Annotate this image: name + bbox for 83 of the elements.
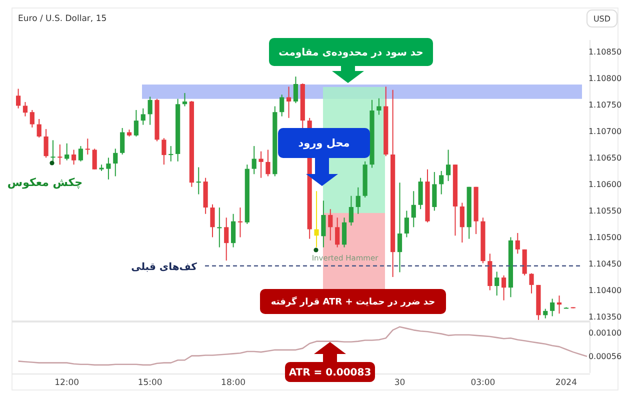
candlestick bbox=[85, 138, 90, 156]
candlestick bbox=[529, 272, 534, 294]
candlestick bbox=[404, 210, 409, 238]
y-tick-label: 1.10800 bbox=[588, 74, 622, 83]
candlestick bbox=[280, 94, 284, 117]
candlestick bbox=[515, 232, 520, 254]
line-series bbox=[18, 326, 588, 366]
candlestick bbox=[314, 190, 319, 248]
candlestick bbox=[432, 172, 437, 212]
annotation: چکش معکوس bbox=[7, 176, 83, 189]
y-tick-label: 1.10600 bbox=[588, 180, 622, 190]
x-tick-label: 15:00 bbox=[138, 378, 162, 388]
candlestick bbox=[106, 157, 111, 180]
candlestick bbox=[348, 195, 354, 226]
candlestick bbox=[71, 149, 76, 166]
candlestick bbox=[238, 207, 243, 238]
candlestick bbox=[266, 149, 270, 177]
y-tick-label: 1.10500 bbox=[588, 233, 622, 242]
ref-line-label: کف‌های قبلی bbox=[131, 262, 198, 273]
y-tick-label: 1.10350 bbox=[588, 312, 622, 322]
x-tick-label: 30 bbox=[394, 378, 406, 388]
candlestick bbox=[321, 200, 326, 248]
candlestick bbox=[30, 109, 34, 128]
candlestick bbox=[335, 217, 340, 248]
x-tick-label: 12:00 bbox=[54, 378, 80, 388]
annotation: حد سود در محدوده‌ی مقاومت bbox=[278, 48, 424, 58]
candlestick bbox=[196, 166, 201, 195]
candlestick bbox=[36, 118, 42, 138]
x-tick-label: 03:00 bbox=[470, 378, 496, 388]
y-tick-label: 0.00100 bbox=[588, 328, 622, 338]
y-tick-label: 1.10450 bbox=[588, 260, 622, 269]
candlestick bbox=[22, 102, 28, 117]
candlestick bbox=[16, 88, 21, 109]
candlestick bbox=[58, 144, 62, 166]
candlestick bbox=[356, 186, 360, 214]
candlestick bbox=[439, 170, 444, 195]
candlestick bbox=[230, 213, 236, 248]
candlestick bbox=[418, 177, 423, 210]
candlestick bbox=[64, 142, 70, 161]
candlestick bbox=[460, 202, 464, 244]
candlestick bbox=[556, 295, 562, 314]
candlestick bbox=[328, 208, 333, 241]
candlestick bbox=[501, 274, 506, 301]
annotation: محل ورود bbox=[298, 138, 350, 150]
candlestick bbox=[134, 109, 138, 137]
candlestick bbox=[217, 207, 222, 248]
y-tick-label: 0.00056 bbox=[588, 352, 622, 362]
candlestick bbox=[120, 128, 125, 156]
candlestick bbox=[148, 96, 152, 126]
candlestick bbox=[168, 146, 174, 162]
candlestick bbox=[286, 86, 292, 118]
y-tick-label: 1.10650 bbox=[588, 154, 622, 162]
candlestick bbox=[92, 148, 97, 170]
annotation: حد ضرر در حمایت + ATR قرار گرفته bbox=[270, 296, 436, 308]
candlestick bbox=[258, 150, 264, 178]
y-tick-label: 1.10750 bbox=[588, 100, 622, 110]
candlestick bbox=[182, 92, 188, 107]
candlestick bbox=[543, 308, 548, 319]
candlestick bbox=[44, 128, 48, 158]
candlestick bbox=[376, 98, 382, 116]
candlestick bbox=[494, 271, 500, 296]
chart-title: Euro / U.S. Dollar, 15 bbox=[18, 14, 107, 24]
y-tick-label: 1.10700 bbox=[588, 126, 622, 136]
candlestick bbox=[113, 148, 118, 177]
candlestick bbox=[397, 182, 402, 273]
candlestick bbox=[78, 146, 84, 162]
x-tick-label: 2024 bbox=[555, 378, 578, 388]
candlestick bbox=[210, 204, 215, 238]
candlestick bbox=[342, 217, 347, 248]
text: USD bbox=[593, 14, 611, 24]
y-tick-label: 1.10850 bbox=[588, 47, 622, 56]
candlestick bbox=[252, 146, 256, 175]
annotation: ATR = 0.00083 bbox=[288, 368, 372, 378]
candlestick bbox=[224, 217, 229, 262]
candlestick bbox=[411, 190, 416, 228]
candlestick bbox=[293, 76, 298, 104]
x-tick-label: 18:00 bbox=[221, 378, 246, 388]
y-tick-label: 1.10550 bbox=[588, 206, 622, 216]
candlestick bbox=[162, 138, 166, 166]
candlestick bbox=[550, 298, 555, 317]
candlestick bbox=[140, 108, 146, 126]
y-tick-label: 1.10400 bbox=[588, 286, 622, 296]
candlestick bbox=[446, 149, 451, 182]
